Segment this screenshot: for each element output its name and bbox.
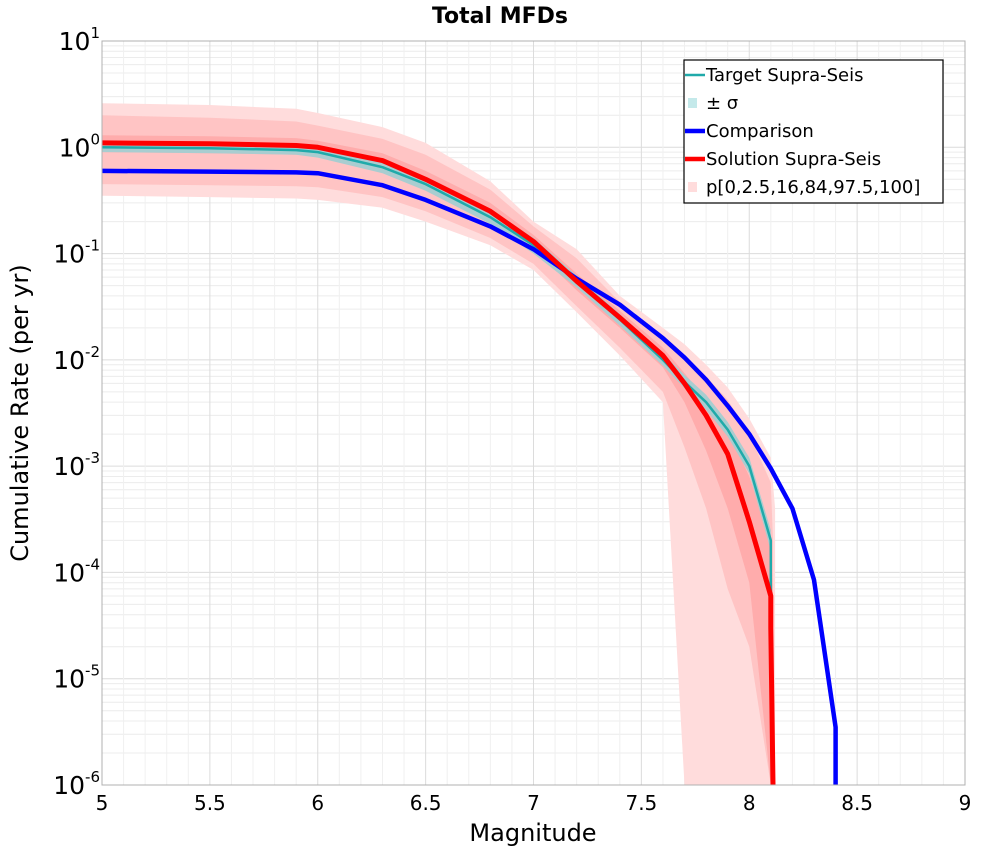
legend: Target Supra-Seis ± σ Comparison Solution S…: [683, 59, 944, 204]
y-tick-label: 10-1: [53, 237, 100, 269]
x-tick-label: 5: [96, 791, 109, 815]
chart-title: Total MFDs: [432, 4, 568, 29]
y-tick-label: 100: [59, 130, 100, 162]
x-tick-label: 6: [311, 791, 324, 815]
line-layer: [101, 140, 838, 786]
y-tick-label: 10-4: [53, 555, 100, 587]
legend-swatch-sigma: [688, 98, 697, 108]
y-axis-label: Cumulative Rate (per yr): [6, 264, 34, 562]
x-tick-label: 8.5: [841, 791, 873, 815]
legend-swatch-p-0-2-5-16-84-97-5-100: [688, 182, 697, 192]
y-tick-label: 10-3: [53, 449, 100, 481]
x-tick-label: 6.5: [410, 791, 442, 815]
x-tick-label: 5.5: [194, 791, 226, 815]
series-line-comparison: [101, 168, 838, 785]
legend-box: [683, 59, 944, 204]
band-p-2-5-97-5: [102, 115, 773, 786]
legend-label-solution-supra-seis: Solution Supra-Seis: [706, 149, 881, 170]
y-tick-label: 10-2: [53, 343, 100, 375]
x-tick-label: 8: [743, 791, 756, 815]
y-tick-label: 101: [59, 24, 100, 56]
x-tick-label: 7: [527, 791, 540, 815]
x-tick-label: 7.5: [625, 791, 657, 815]
x-axis-label: Magnitude: [469, 819, 596, 847]
legend-label-sigma: ± σ: [706, 93, 738, 114]
y-tick-label: 10-6: [53, 768, 100, 800]
legend-label-p-0-2-5-16-84-97-5-100: p[0,2.5,16,84,97.5,100]: [706, 177, 920, 198]
legend-label-target-supra-seis: Target Supra-Seis: [705, 65, 863, 86]
y-axis-ticks: 101 100 10-1 10-2 10-3 10-4 10-5 10-6: [53, 24, 100, 800]
y-tick-label: 10-5: [53, 662, 100, 694]
legend-label-comparison: Comparison: [706, 121, 814, 142]
plot-frame: [101, 40, 966, 786]
series-line-solution-supra-seis: [101, 140, 776, 786]
x-axis-ticks: 5 5.5 6 6.5 7 7.5 8 8.5 9: [96, 791, 972, 815]
x-tick-label: 9: [959, 791, 972, 815]
